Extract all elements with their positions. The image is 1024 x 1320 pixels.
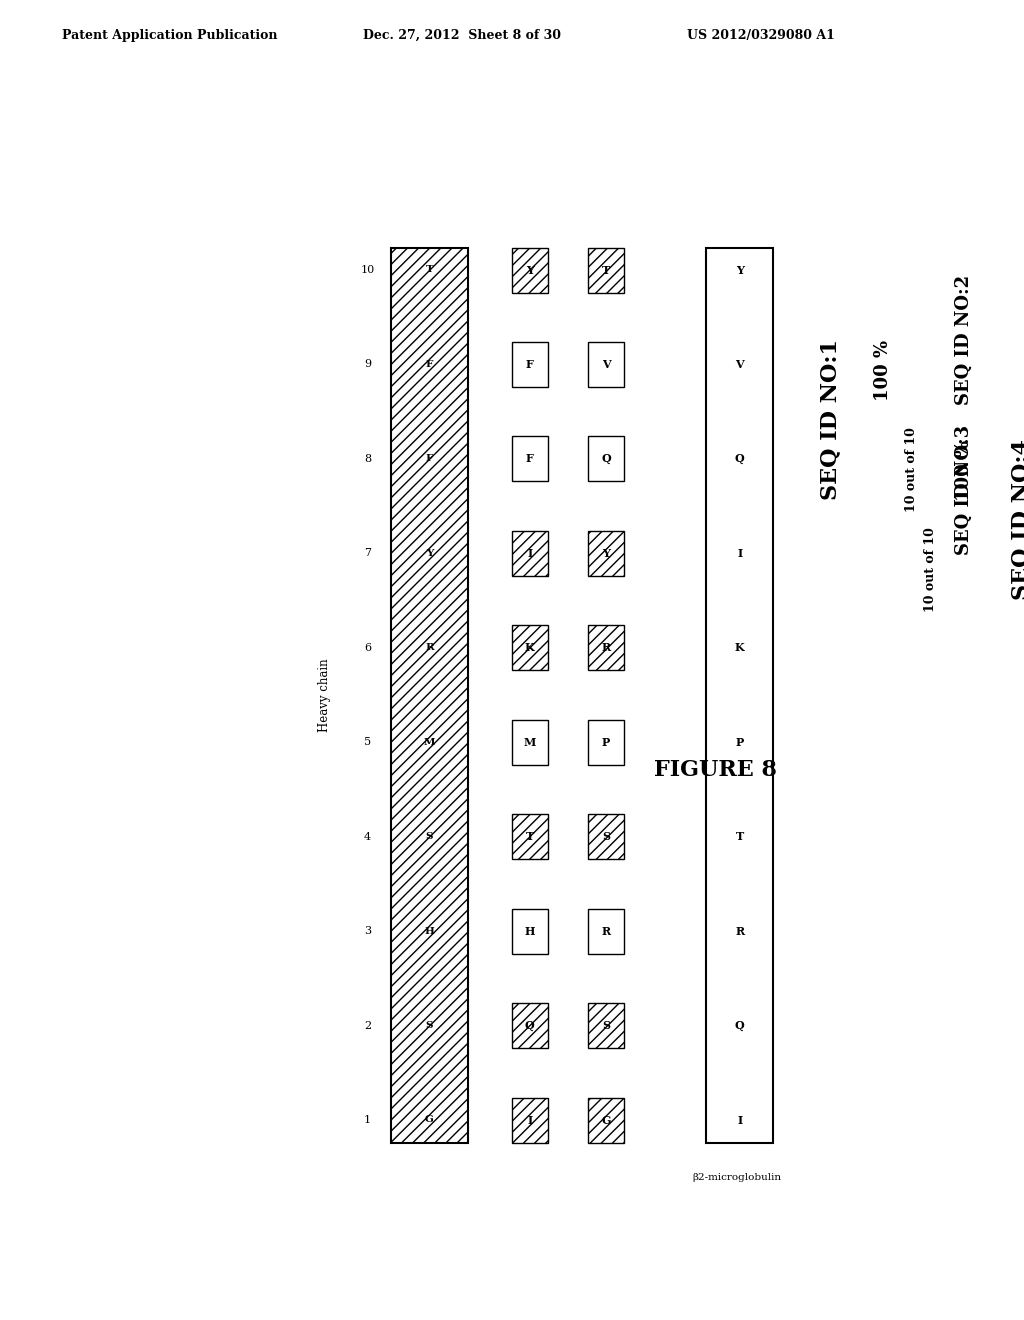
Bar bbox=[391, 248, 468, 1143]
Text: 2: 2 bbox=[364, 1020, 371, 1031]
Text: Dec. 27, 2012  Sheet 8 of 30: Dec. 27, 2012 Sheet 8 of 30 bbox=[362, 29, 561, 41]
Bar bbox=[512, 814, 548, 859]
Text: Patent Application Publication: Patent Application Publication bbox=[62, 29, 278, 41]
Text: β2-microglobulin: β2-microglobulin bbox=[692, 1173, 781, 1181]
Bar bbox=[512, 1097, 548, 1143]
Bar bbox=[512, 814, 548, 859]
Text: S: S bbox=[426, 832, 433, 841]
Bar bbox=[588, 719, 625, 764]
Bar bbox=[512, 248, 548, 293]
Bar bbox=[391, 248, 468, 1143]
Text: 7: 7 bbox=[364, 548, 371, 558]
Bar bbox=[588, 248, 625, 293]
Bar bbox=[707, 248, 773, 1143]
Bar bbox=[512, 1003, 548, 1048]
Text: 1: 1 bbox=[364, 1115, 371, 1125]
Text: G: G bbox=[425, 1115, 434, 1125]
Text: Y: Y bbox=[426, 549, 433, 558]
Text: 3: 3 bbox=[364, 927, 371, 936]
Text: T: T bbox=[602, 264, 610, 276]
Text: SEQ ID NO:1: SEQ ID NO:1 bbox=[819, 339, 842, 500]
Text: F: F bbox=[426, 360, 433, 370]
Text: 6: 6 bbox=[364, 643, 371, 653]
Text: SEQ ID NO:2: SEQ ID NO:2 bbox=[955, 275, 973, 405]
Text: R: R bbox=[601, 925, 610, 937]
Bar bbox=[512, 1003, 548, 1048]
Text: I: I bbox=[527, 548, 532, 558]
Text: US 2012/0329080 A1: US 2012/0329080 A1 bbox=[687, 29, 836, 41]
Text: Heavy chain: Heavy chain bbox=[318, 659, 331, 731]
Text: S: S bbox=[426, 1022, 433, 1030]
Text: V: V bbox=[602, 359, 610, 370]
Bar bbox=[512, 1097, 548, 1143]
Text: Y: Y bbox=[735, 264, 743, 276]
Bar bbox=[512, 248, 548, 293]
Text: Q: Q bbox=[735, 1020, 744, 1031]
Bar bbox=[588, 1097, 625, 1143]
Text: Q: Q bbox=[601, 453, 611, 465]
Bar bbox=[512, 342, 548, 387]
Bar bbox=[588, 626, 625, 671]
Bar bbox=[512, 626, 548, 671]
Text: 10 out of 10: 10 out of 10 bbox=[924, 528, 937, 612]
Bar bbox=[512, 437, 548, 482]
Bar bbox=[512, 908, 548, 953]
Text: Q: Q bbox=[735, 453, 744, 465]
Text: 100 %: 100 % bbox=[955, 440, 973, 500]
Text: 5: 5 bbox=[364, 738, 371, 747]
Text: H: H bbox=[425, 927, 434, 936]
Text: FIGURE 8: FIGURE 8 bbox=[654, 759, 777, 781]
Text: R: R bbox=[425, 643, 434, 652]
Text: T: T bbox=[426, 265, 433, 275]
Bar bbox=[588, 814, 625, 859]
Bar bbox=[588, 531, 625, 576]
Text: G: G bbox=[601, 1114, 611, 1126]
Bar bbox=[588, 531, 625, 576]
Text: F: F bbox=[525, 359, 534, 370]
Text: T: T bbox=[735, 832, 743, 842]
Text: R: R bbox=[601, 643, 610, 653]
Text: 9: 9 bbox=[364, 359, 371, 370]
Bar bbox=[588, 1097, 625, 1143]
Bar bbox=[512, 531, 548, 576]
Bar bbox=[588, 1003, 625, 1048]
Text: I: I bbox=[737, 548, 742, 558]
Text: SEQ ID NO:4: SEQ ID NO:4 bbox=[1011, 440, 1024, 601]
Text: Y: Y bbox=[525, 264, 534, 276]
Bar bbox=[588, 342, 625, 387]
Bar bbox=[512, 531, 548, 576]
Text: P: P bbox=[602, 737, 610, 747]
Text: S: S bbox=[602, 1020, 610, 1031]
Bar bbox=[588, 908, 625, 953]
Bar bbox=[588, 626, 625, 671]
Text: 10: 10 bbox=[360, 265, 375, 275]
Text: I: I bbox=[737, 1114, 742, 1126]
Text: R: R bbox=[735, 925, 744, 937]
Bar bbox=[512, 626, 548, 671]
Text: F: F bbox=[525, 453, 534, 465]
Bar bbox=[588, 437, 625, 482]
Text: T: T bbox=[525, 832, 534, 842]
Text: 8: 8 bbox=[364, 454, 371, 463]
Text: P: P bbox=[735, 737, 743, 747]
Text: S: S bbox=[602, 832, 610, 842]
Text: M: M bbox=[523, 737, 536, 747]
Text: M: M bbox=[424, 738, 435, 747]
Text: H: H bbox=[524, 925, 535, 937]
Text: 100 %: 100 % bbox=[873, 339, 892, 400]
Text: I: I bbox=[527, 1114, 532, 1126]
Text: SEQ ID NO:3: SEQ ID NO:3 bbox=[955, 425, 973, 556]
Bar bbox=[588, 1003, 625, 1048]
Bar bbox=[588, 814, 625, 859]
Text: V: V bbox=[735, 359, 744, 370]
Text: Q: Q bbox=[525, 1020, 535, 1031]
Text: K: K bbox=[525, 643, 535, 653]
Text: K: K bbox=[735, 643, 744, 653]
Text: F: F bbox=[426, 454, 433, 463]
Bar bbox=[588, 248, 625, 293]
Bar bbox=[512, 719, 548, 764]
Text: 4: 4 bbox=[364, 832, 371, 842]
Text: 10 out of 10: 10 out of 10 bbox=[905, 428, 918, 512]
Text: Y: Y bbox=[602, 548, 610, 558]
